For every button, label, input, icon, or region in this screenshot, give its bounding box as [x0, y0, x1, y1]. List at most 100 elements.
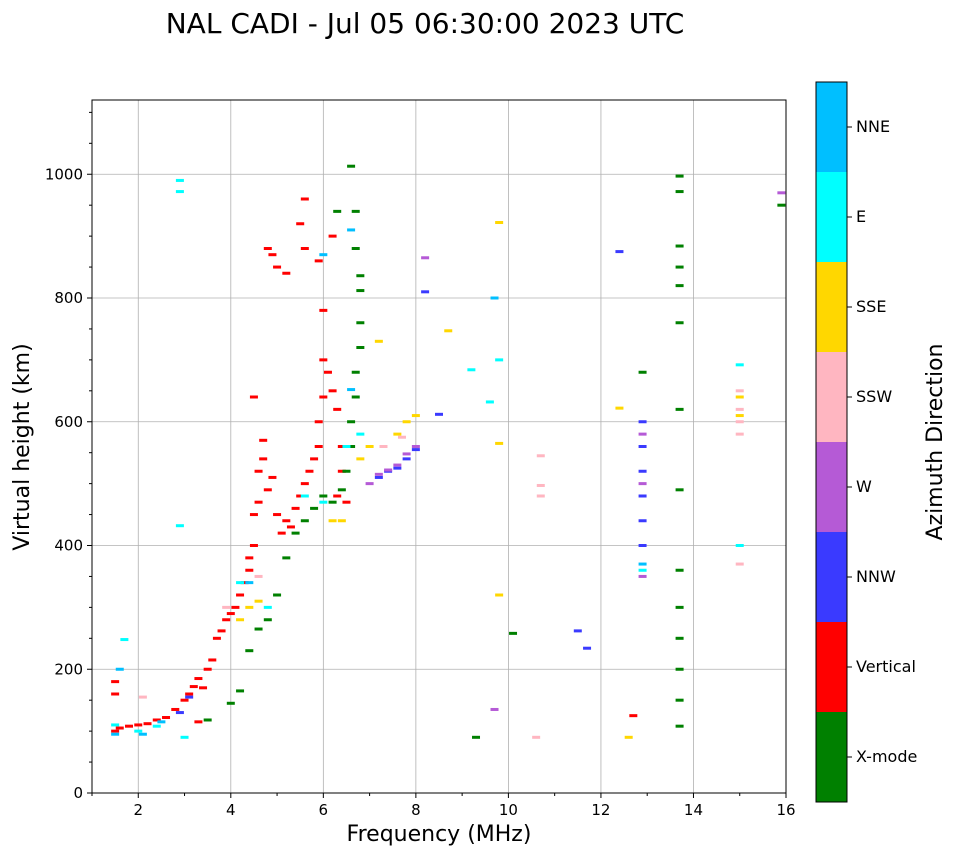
data-point: [735, 389, 744, 393]
data-point: [536, 454, 545, 458]
data-point: [203, 667, 212, 671]
data-point: [624, 735, 633, 739]
plot-area: [91, 99, 787, 794]
series-ssw: [138, 389, 744, 739]
data-point: [296, 222, 305, 226]
plot-frame: [91, 99, 787, 794]
data-point: [509, 631, 518, 635]
data-point: [263, 618, 272, 622]
data-point: [356, 289, 365, 293]
data-point: [199, 686, 208, 690]
data-point: [435, 412, 443, 416]
data-point: [180, 698, 189, 702]
data-point: [273, 513, 282, 517]
colorbar-segment: [816, 532, 847, 622]
data-point: [263, 605, 272, 609]
series-e: [111, 178, 744, 739]
data-point: [638, 574, 647, 578]
data-point: [111, 723, 120, 727]
colorbar-segment: [816, 352, 847, 442]
data-point: [236, 689, 245, 693]
data-point: [291, 506, 300, 510]
data-point: [208, 658, 217, 662]
data-point: [319, 494, 328, 498]
plot-background: [92, 100, 786, 793]
data-point: [249, 395, 258, 399]
data-point: [282, 271, 291, 275]
data-point: [296, 494, 305, 498]
data-point: [342, 445, 351, 448]
y-axis-title: Virtual height (km): [10, 343, 35, 550]
data-point: [402, 420, 411, 424]
data-point: [212, 636, 221, 640]
data-point: [351, 209, 360, 213]
x-tick-label: 2: [133, 801, 143, 819]
data-point: [115, 667, 124, 671]
data-point: [777, 191, 786, 195]
data-point: [402, 457, 411, 461]
data-point: [675, 190, 684, 194]
data-point: [411, 445, 420, 448]
data-point: [638, 494, 647, 498]
data-point: [245, 649, 254, 653]
data-point: [254, 627, 263, 631]
series-x-mode: [203, 164, 786, 739]
data-point: [240, 581, 249, 585]
data-point: [356, 321, 365, 325]
data-point: [393, 432, 402, 436]
colorbar-segment: [816, 172, 847, 262]
data-point: [300, 247, 309, 250]
x-tick-label: 16: [776, 801, 795, 819]
y-tick-label: 0: [73, 784, 83, 802]
colorbar-frame: [815, 81, 848, 803]
data-point: [356, 274, 365, 278]
data-point: [421, 256, 430, 260]
y-tick-label: 1000: [45, 165, 83, 183]
data-point: [495, 221, 504, 225]
data-point: [300, 494, 309, 498]
data-point: [675, 244, 684, 248]
data-point: [259, 438, 268, 442]
data-point: [675, 698, 684, 702]
data-point: [374, 475, 383, 479]
data-point: [735, 407, 744, 411]
data-point: [277, 531, 286, 535]
data-point: [393, 466, 402, 470]
data-point: [638, 445, 647, 448]
data-point: [536, 483, 545, 487]
data-point: [735, 420, 744, 424]
data-point: [236, 593, 245, 597]
data-point: [111, 732, 120, 736]
data-point: [185, 695, 194, 699]
data-point: [194, 720, 203, 724]
data-point: [152, 718, 161, 722]
data-point: [328, 500, 337, 504]
data-point: [735, 432, 744, 436]
data-point: [342, 469, 351, 473]
data-point: [347, 228, 356, 232]
data-point: [249, 544, 258, 547]
data-point: [337, 519, 346, 523]
data-point: [777, 203, 786, 207]
data-point: [217, 629, 226, 633]
colorbar-label: SSE: [856, 297, 886, 316]
data-point: [300, 482, 309, 486]
data-point: [495, 358, 504, 362]
data-point: [615, 250, 624, 254]
data-point: [402, 452, 411, 456]
data-point: [342, 500, 351, 504]
data-point: [347, 164, 356, 168]
data-point: [286, 525, 295, 529]
colorbar: X-mode Vertical NNW W SSW SSE E NNE: [815, 81, 917, 803]
colorbar-label: NNE: [856, 117, 890, 136]
data-point: [675, 321, 684, 325]
data-point: [291, 531, 300, 535]
data-point: [222, 618, 231, 622]
data-point: [236, 581, 245, 585]
data-point: [314, 420, 323, 424]
data-point: [226, 701, 235, 705]
data-point: [245, 556, 254, 560]
data-point: [319, 358, 328, 362]
data-point: [735, 395, 744, 399]
